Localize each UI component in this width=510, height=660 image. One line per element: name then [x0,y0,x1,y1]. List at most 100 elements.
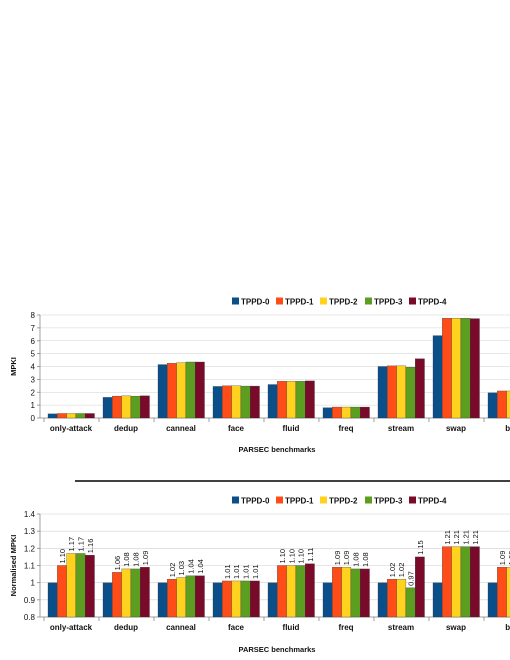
category-label: dedup [114,424,138,433]
y-tick-label: 2 [31,388,36,397]
bar [451,318,462,419]
data-label: 1.17 [67,537,76,552]
bar [360,406,370,419]
data-label: 1.16 [86,539,95,554]
category-label: bla [505,424,510,433]
legend-label: TPPD-4 [418,298,447,307]
data-label: 1.01 [223,564,232,579]
bar [185,361,196,419]
legend-swatch [365,297,372,305]
data-label: 1.04 [196,559,205,574]
data-label: 1.08 [132,552,141,567]
category-label: fluid [283,623,300,632]
y-tick-label: 1.3 [24,527,36,536]
data-label: 0.97 [407,571,416,586]
y-tick-label: 1.1 [24,562,36,571]
bar [267,582,278,618]
bar [75,413,86,419]
bar [157,364,168,419]
legend-label: TPPD-2 [329,497,358,506]
bar [140,567,150,618]
bar [277,381,287,419]
y-tick-label: 3 [31,375,36,384]
bar [286,381,297,419]
legend-label: TPPD-4 [418,497,447,506]
bar [240,580,251,618]
bar [322,407,333,419]
data-label: 1.21 [471,530,480,545]
bar [506,567,510,618]
mpki-chart: TPPD-0 TPPD-1 TPPD-2 TPPD-3 TPPD-4 0 1 2 3 4 5 6 7 8 o… [9,297,510,454]
data-label: 1.21 [452,530,461,545]
data-label: 1.09 [342,551,351,566]
bar [47,413,58,419]
bar [240,385,251,419]
legend-label: TPPD-3 [374,497,403,506]
data-label: 1.15 [416,540,425,555]
legend-label: TPPD-1 [285,298,314,307]
bar [341,567,352,618]
bar [102,582,113,618]
category-label: freq [338,424,353,433]
bar [167,363,177,419]
bar [332,406,342,419]
bar [85,413,95,419]
bar [57,413,67,419]
bar [295,381,306,419]
bar [332,567,342,618]
y-tick-label: 8 [31,311,36,320]
bar [130,395,141,419]
legend-label: TPPD-2 [329,298,358,307]
bar [176,577,187,618]
bar [167,579,177,618]
bar [75,553,86,618]
bar [121,568,132,618]
bar [396,365,407,419]
data-label: 1.11 [306,548,315,562]
bar [305,380,315,419]
legend-label: TPPD-0 [241,298,270,307]
bar [286,565,297,618]
bar [305,563,315,618]
legend-swatch [320,496,327,504]
y-axis-title: Normalised MPKI [9,535,18,597]
data-label: 1.10 [58,549,67,564]
y-tick-label: 1 [31,401,36,410]
data-label: 1.04 [187,559,196,574]
bar [497,390,507,419]
data-label: 1.02 [168,563,177,578]
category-label: stream [388,623,414,632]
bar [432,582,443,618]
bar [185,575,196,618]
bar [322,582,333,618]
category-label: only-attack [50,424,93,433]
legend-swatch [409,496,416,504]
data-label: 1.01 [251,564,260,579]
bar [231,385,242,419]
data-label: 1.08 [122,552,131,567]
data-label: 1.17 [77,537,86,552]
data-label: 1.02 [397,563,406,578]
data-label: 1.09 [498,551,507,566]
bar [57,565,67,618]
data-label: 1.09 [333,551,342,566]
data-label: 1.01 [242,564,251,579]
legend-swatch [232,297,239,305]
x-axis-title: PARSEC benchmarks [239,445,316,454]
bar [396,579,407,618]
bar [112,395,122,419]
data-label: 1.09 [507,551,510,566]
bar [460,546,471,618]
data-label: 1.01 [232,564,241,579]
bar [295,565,306,618]
bar [85,555,95,618]
bar [350,568,361,618]
y-tick-label: 6 [31,337,36,346]
bar [176,362,187,419]
bar [487,582,498,618]
data-label: 1.21 [462,530,471,545]
bar [377,366,388,419]
category-label: face [228,424,245,433]
category-label: stream [388,424,414,433]
bar [222,580,232,618]
